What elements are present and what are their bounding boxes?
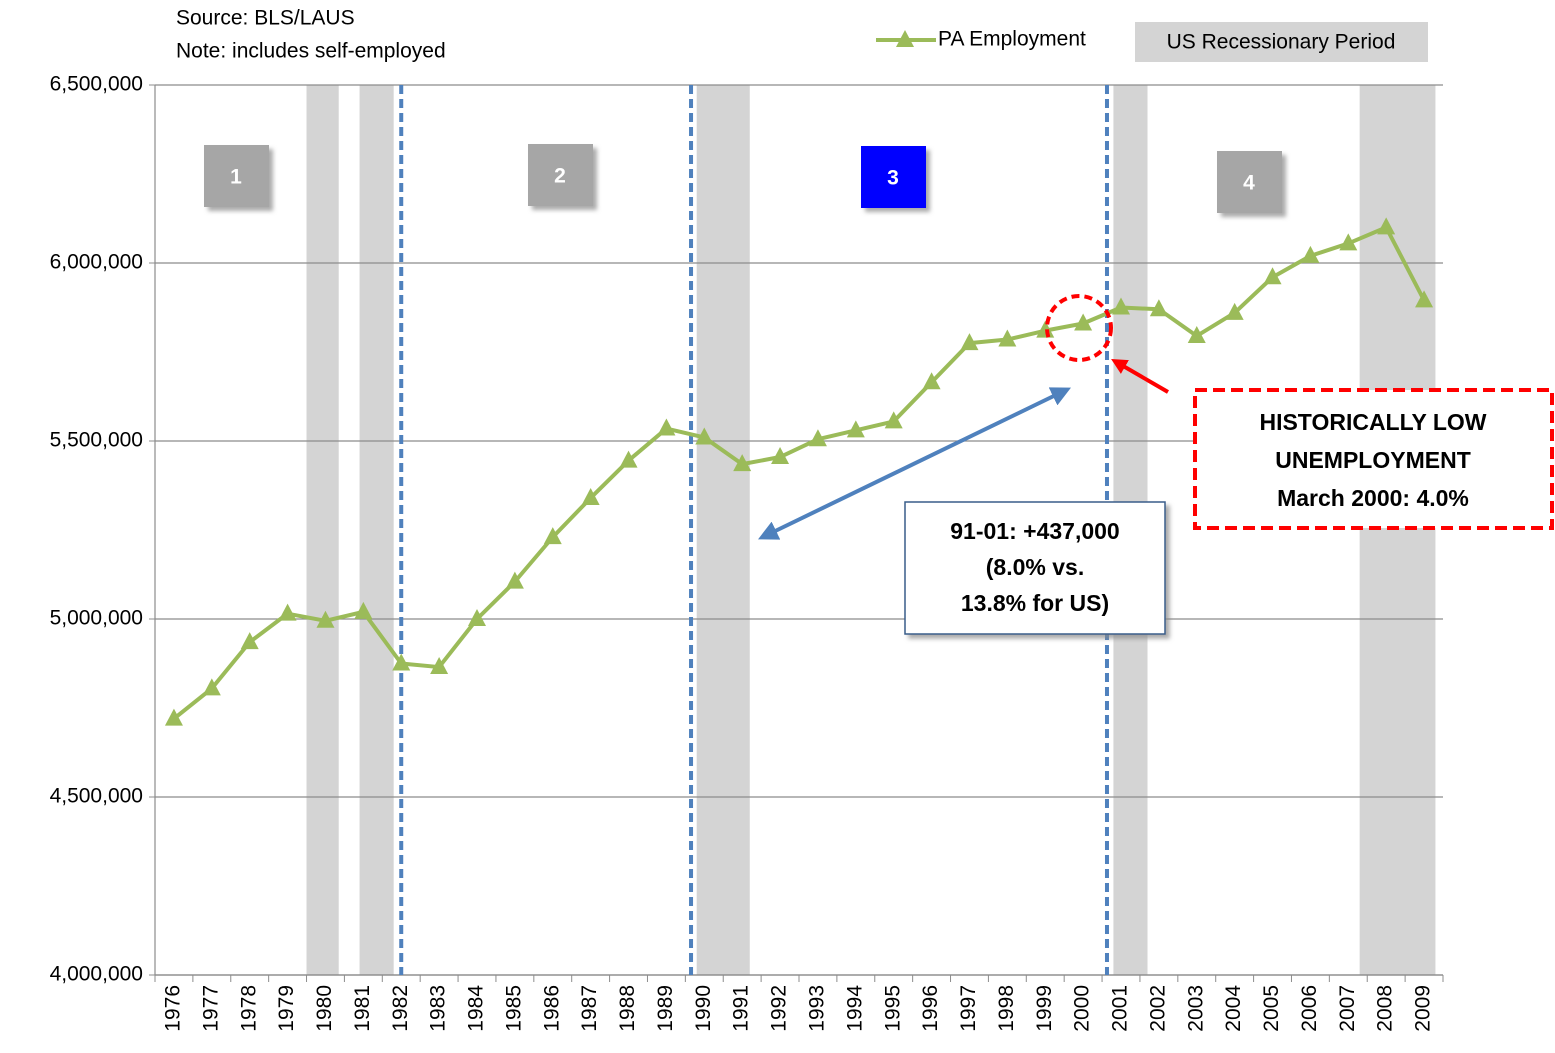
data-marker — [695, 427, 714, 445]
period-box — [861, 146, 926, 208]
y-tick-label: 6,500,000 — [50, 73, 143, 96]
x-tick-label: 2000 — [1071, 985, 1094, 1032]
data-marker — [392, 653, 411, 671]
data-marker — [1187, 325, 1206, 343]
data-marker — [1415, 290, 1434, 308]
x-tick-label: 1977 — [199, 985, 222, 1032]
x-tick-label: 1983 — [427, 985, 450, 1032]
data-marker — [1263, 267, 1282, 285]
x-tick-label: 2001 — [1109, 985, 1132, 1032]
x-tick-label: 1986 — [540, 985, 563, 1032]
growth-text: 91-01: +437,000 — [950, 518, 1119, 544]
x-tick-label: 1992 — [768, 985, 791, 1032]
x-tick-label: 1991 — [730, 985, 753, 1032]
data-marker — [468, 609, 486, 626]
data-marker — [657, 418, 676, 436]
data-marker — [240, 632, 259, 650]
y-tick-label: 5,500,000 — [50, 429, 143, 452]
low-box — [1193, 388, 1554, 530]
x-tick-label: 1990 — [692, 985, 715, 1032]
x-tick-label: 2007 — [1336, 985, 1359, 1032]
data-marker — [1377, 217, 1396, 235]
period-label: 4 — [1243, 172, 1255, 195]
x-tick-label: 2009 — [1412, 985, 1435, 1032]
y-tick-label: 5,000,000 — [50, 607, 143, 630]
data-marker — [581, 487, 600, 505]
y-tick-label: 6,000,000 — [50, 251, 143, 274]
x-tick-label: 1979 — [275, 985, 298, 1032]
low-text: HISTORICALLY LOW — [1259, 409, 1486, 435]
data-marker — [278, 603, 297, 621]
note: Note: includes self-employed — [176, 40, 446, 63]
period-label: 1 — [230, 166, 242, 189]
recession-band — [696, 85, 750, 975]
low-text: March 2000: 4.0% — [1277, 485, 1469, 511]
legend-label: US Recessionary Period — [1167, 31, 1396, 54]
x-tick-label: 1987 — [578, 985, 601, 1032]
y-tick-label: 4,000,000 — [50, 963, 143, 986]
growth-text: (8.0% vs. — [986, 554, 1084, 580]
data-marker — [998, 329, 1017, 347]
period-label: 2 — [554, 165, 566, 188]
data-marker — [1339, 233, 1358, 251]
x-tick-label: 1984 — [465, 985, 488, 1032]
data-marker — [202, 678, 221, 696]
data-marker — [505, 571, 524, 589]
data-marker — [619, 450, 638, 468]
recession-band — [359, 85, 394, 975]
y-tick-label: 4,500,000 — [50, 785, 143, 808]
data-marker — [164, 708, 183, 726]
data-marker — [543, 527, 562, 545]
x-tick-label: 2008 — [1374, 985, 1397, 1032]
data-marker — [1112, 297, 1130, 315]
x-tick-label: 2003 — [1184, 985, 1207, 1032]
growth-text: 13.8% for US) — [961, 590, 1109, 616]
x-tick-label: 2002 — [1146, 985, 1169, 1032]
growth-arrow — [758, 387, 1071, 540]
x-tick-label: 1980 — [313, 985, 336, 1032]
x-tick-label: 1997 — [957, 985, 980, 1032]
period-box — [204, 145, 269, 207]
source: Source: BLS/LAUS — [176, 7, 355, 30]
data-marker — [1149, 299, 1168, 317]
low-text: UNEMPLOYMENT — [1275, 447, 1471, 473]
x-tick-label: 1996 — [919, 985, 942, 1032]
data-marker — [1036, 320, 1055, 338]
legend-marker — [896, 30, 914, 47]
x-tick-label: 2004 — [1222, 985, 1245, 1032]
data-marker — [1074, 313, 1093, 331]
period-box — [1217, 151, 1282, 213]
highlight-circle — [1045, 294, 1113, 362]
period-label: 3 — [887, 167, 899, 190]
x-tick-label: 1995 — [881, 985, 904, 1032]
low-arrow — [1111, 358, 1170, 394]
x-tick-label: 1985 — [502, 985, 525, 1032]
data-marker — [354, 601, 373, 619]
x-tick-label: 1994 — [843, 985, 866, 1032]
data-marker — [960, 333, 979, 351]
period-box — [528, 144, 593, 206]
x-tick-label: 1999 — [1033, 985, 1056, 1032]
data-marker — [733, 454, 752, 472]
recession-band — [306, 85, 339, 975]
x-tick-label: 1981 — [351, 985, 374, 1032]
legend-label: PA Employment — [938, 28, 1086, 51]
x-tick-label: 1982 — [389, 985, 412, 1032]
data-marker — [1225, 302, 1244, 320]
x-tick-label: 1993 — [805, 985, 828, 1032]
x-tick-label: 1998 — [995, 985, 1018, 1032]
x-tick-label: 1976 — [161, 985, 184, 1032]
data-marker — [922, 372, 941, 390]
data-marker — [1301, 245, 1320, 263]
x-tick-label: 2005 — [1260, 985, 1283, 1032]
x-tick-label: 2006 — [1298, 985, 1321, 1032]
x-tick-label: 1989 — [654, 985, 677, 1032]
legend-swatch — [1135, 22, 1428, 62]
x-tick-label: 1988 — [616, 985, 639, 1032]
x-tick-label: 1978 — [237, 985, 260, 1032]
data-marker — [316, 610, 335, 628]
data-marker — [430, 657, 449, 675]
growth-box — [904, 501, 1166, 635]
